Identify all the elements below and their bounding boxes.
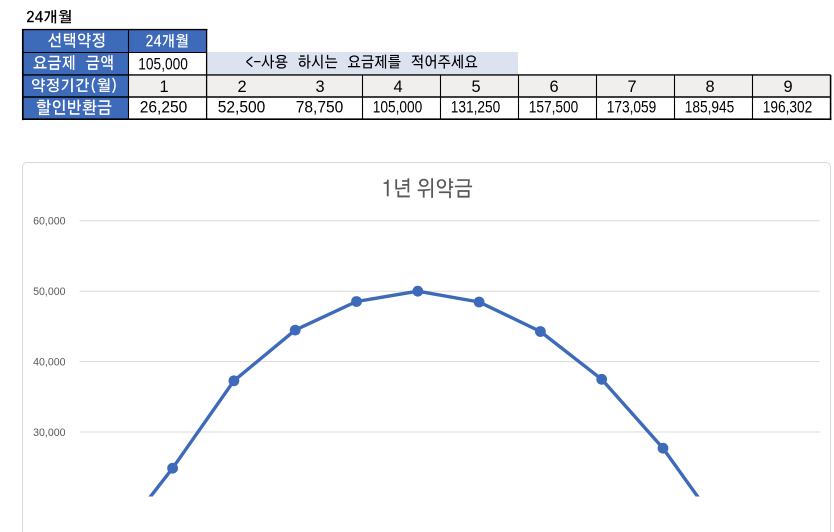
svg-text:185,945: 185,945 [685, 99, 735, 117]
svg-text:26,250: 26,250 [140, 99, 188, 117]
svg-text:105,000: 105,000 [138, 55, 188, 73]
svg-text:3: 3 [315, 78, 324, 96]
svg-text:196,302: 196,302 [763, 99, 813, 117]
svg-text:6: 6 [549, 78, 558, 96]
svg-text:30,000: 30,000 [33, 427, 66, 439]
svg-text:1: 1 [159, 78, 168, 96]
svg-text:105,000: 105,000 [373, 99, 423, 117]
svg-text:9: 9 [783, 78, 792, 96]
svg-text:7: 7 [627, 78, 636, 96]
svg-text:50,000: 50,000 [33, 286, 66, 298]
svg-text:5: 5 [471, 78, 480, 96]
svg-text:8: 8 [705, 78, 714, 96]
svg-text:131,250: 131,250 [451, 99, 501, 117]
svg-text:157,500: 157,500 [529, 99, 579, 117]
svg-text:2: 2 [237, 78, 246, 96]
svg-text:78,750: 78,750 [296, 99, 344, 117]
svg-text:60,000: 60,000 [33, 216, 66, 228]
svg-text:40,000: 40,000 [33, 356, 66, 368]
svg-text:173,059: 173,059 [607, 99, 657, 117]
svg-text:4: 4 [393, 78, 402, 96]
svg-text:52,500: 52,500 [218, 99, 266, 117]
